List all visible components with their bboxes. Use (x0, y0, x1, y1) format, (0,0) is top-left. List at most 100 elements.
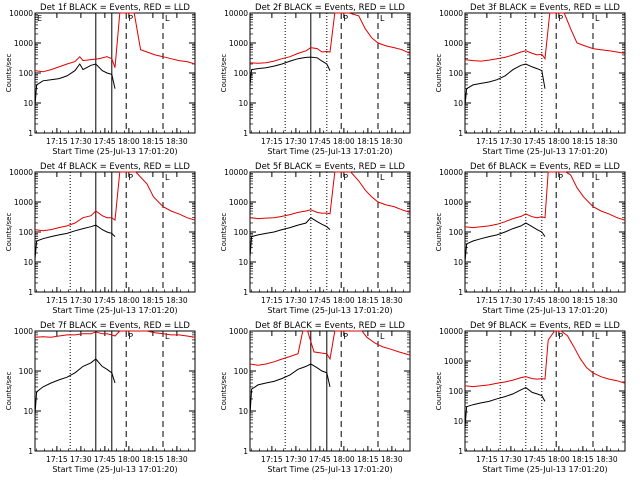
x-tick-label: 18:00 (118, 296, 140, 305)
series-line-events (34, 63, 116, 106)
x-tick-label: 18:15 (572, 137, 594, 146)
y-tick-label: 100 (19, 228, 34, 237)
plot-frame (34, 171, 196, 293)
x-tick-label: 17:15 (476, 137, 498, 146)
y-tick-label: 1 (28, 129, 33, 138)
panel-title: Det 2f BLACK = Events, RED = LLD (255, 3, 405, 13)
x-axis-label: Start Time (25-Jul-13 17:01:20) (52, 306, 177, 315)
y-tick-label: 100 (449, 228, 464, 237)
panel-title: Det 9f BLACK = Events, RED = LLD (470, 321, 620, 331)
x-tick-label: 18:00 (118, 137, 140, 146)
x-axis-label: Start Time (25-Jul-13 17:01:20) (482, 465, 607, 474)
y-tick-label: 10000 (439, 168, 463, 177)
x-axis-label: Start Time (25-Jul-13 17:01:20) (267, 465, 392, 474)
y-axis-label: Counts/sec (220, 54, 228, 93)
x-tick-label: 17:15 (46, 455, 68, 464)
y-axis-label: Counts/sec (220, 213, 228, 252)
y-tick-label: 10000 (439, 9, 463, 18)
x-tick-label: 18:00 (548, 455, 570, 464)
y-axis-label: Counts/sec (435, 213, 443, 252)
plot-frame (34, 12, 196, 134)
y-tick-label: 10 (23, 407, 33, 416)
y-tick-label: 10 (453, 417, 463, 426)
x-tick-label: 18:15 (572, 296, 594, 305)
x-tick-label: 17:30 (285, 296, 307, 305)
x-tick-label: 17:45 (524, 455, 546, 464)
x-tick-label: 17:30 (285, 455, 307, 464)
y-tick-label: 1000 (14, 327, 33, 336)
x-tick-label: 18:00 (333, 455, 355, 464)
x-tick-label: 18:30 (381, 455, 403, 464)
time-marker-label: P (128, 173, 133, 182)
panel-title: Det 4f BLACK = Events, RED = LLD (40, 162, 190, 172)
y-tick-label: 10000 (9, 168, 33, 177)
x-tick-label: 17:45 (524, 296, 546, 305)
time-marker-label: P (128, 332, 133, 341)
time-marker-label: P (343, 173, 348, 182)
x-tick-label: 18:15 (142, 137, 164, 146)
series-line-lld (464, 171, 626, 229)
x-tick-label: 18:30 (596, 455, 618, 464)
y-tick-label: 1 (458, 129, 463, 138)
y-tick-label: 10000 (224, 9, 248, 18)
time-marker-label: L (380, 332, 385, 341)
x-tick-label: 17:15 (261, 455, 283, 464)
x-axis-label: Start Time (25-Jul-13 17:01:20) (52, 465, 177, 474)
series-line-events (464, 387, 546, 428)
panel-1: Det 1f BLACK = Events, RED = LLD 1 10 100 10… (5, 3, 196, 156)
x-tick-label: 17:15 (261, 137, 283, 146)
plot-frame (249, 12, 411, 134)
series-line-lld (249, 330, 411, 366)
y-tick-label: 100 (449, 387, 464, 396)
x-tick-label: 17:30 (285, 137, 307, 146)
x-tick-label: 17:30 (500, 455, 522, 464)
series-line-lld (249, 171, 411, 220)
series-line-events (464, 222, 546, 263)
time-marker-label: L (380, 173, 385, 182)
series-line-events (249, 56, 331, 85)
x-tick-label: 18:15 (142, 296, 164, 305)
x-tick-label: 18:30 (166, 137, 188, 146)
time-marker-label: L (595, 332, 600, 341)
panel-title: Det 6f BLACK = Events, RED = LLD (470, 162, 620, 172)
time-marker-label: E (37, 14, 42, 23)
panel-4: Det 4f BLACK = Events, RED = LLD 1 10 100 10… (5, 162, 196, 315)
x-axis-label: Start Time (25-Jul-13 17:01:20) (52, 147, 177, 156)
time-marker-label: L (595, 173, 600, 182)
series-line-events (249, 363, 331, 415)
x-tick-label: 18:00 (548, 296, 570, 305)
x-tick-label: 18:15 (142, 455, 164, 464)
panel-7: Det 7f BLACK = Events, RED = LLD 1 10 100 10… (5, 321, 196, 474)
y-tick-label: 10 (238, 258, 248, 267)
y-axis-label: Counts/sec (435, 372, 443, 411)
panel-title: Det 7f BLACK = Events, RED = LLD (40, 321, 190, 331)
x-tick-label: 17:30 (70, 455, 92, 464)
y-tick-label: 1000 (14, 39, 33, 48)
time-marker-label: L (165, 173, 170, 182)
series-line-lld (34, 171, 196, 232)
y-tick-label: 10000 (224, 168, 248, 177)
y-axis-label: Counts/sec (435, 54, 443, 93)
time-marker-label: P (558, 14, 563, 23)
x-tick-label: 18:30 (166, 455, 188, 464)
y-tick-label: 10000 (9, 9, 33, 18)
x-tick-label: 18:15 (357, 455, 379, 464)
y-tick-label: 10 (238, 407, 248, 416)
time-marker-label: P (343, 14, 348, 23)
x-tick-label: 17:45 (94, 137, 116, 146)
series-line-lld (464, 330, 626, 388)
x-tick-label: 17:45 (524, 137, 546, 146)
time-marker-label: L (165, 14, 170, 23)
y-tick-label: 100 (234, 69, 249, 78)
panel-title: Det 1f BLACK = Events, RED = LLD (40, 3, 190, 13)
y-tick-label: 1000 (444, 198, 463, 207)
time-marker-label: L (380, 14, 385, 23)
y-tick-label: 100 (234, 228, 249, 237)
y-tick-label: 1 (243, 129, 248, 138)
y-tick-label: 1 (28, 447, 33, 456)
panel-title: Det 3f BLACK = Events, RED = LLD (470, 3, 620, 13)
time-marker-label: L (595, 14, 600, 23)
y-axis-label: Counts/sec (5, 372, 13, 411)
series-line-events (34, 224, 116, 260)
